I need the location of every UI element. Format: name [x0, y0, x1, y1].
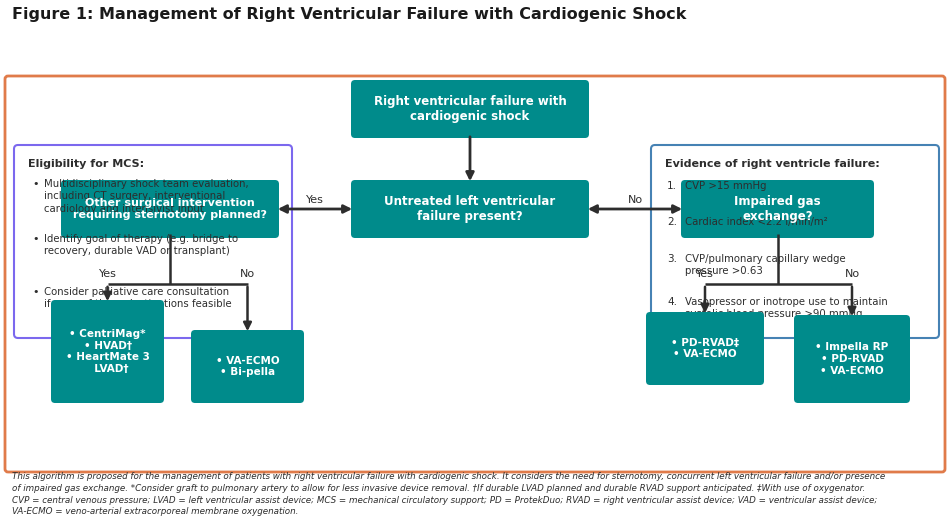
- Text: Consider palliative care consultation
if none of these destinations feasible: Consider palliative care consultation if…: [44, 287, 232, 309]
- Text: Yes: Yes: [306, 195, 324, 205]
- Text: •: •: [32, 287, 39, 297]
- Text: CVP/pulmonary capillary wedge
pressure >0.63: CVP/pulmonary capillary wedge pressure >…: [685, 254, 846, 276]
- Text: No: No: [240, 269, 255, 279]
- Text: No: No: [845, 269, 860, 279]
- Text: Multidisciplinary shock team evaluation,
including CT surgery, interventional
ca: Multidisciplinary shock team evaluation,…: [44, 179, 249, 214]
- Text: Right ventricular failure with
cardiogenic shock: Right ventricular failure with cardiogen…: [373, 95, 566, 123]
- FancyBboxPatch shape: [14, 145, 292, 338]
- Text: •: •: [32, 234, 39, 244]
- FancyBboxPatch shape: [651, 145, 939, 338]
- Text: Other surgical intervention
requiring sternotomy planned?: Other surgical intervention requiring st…: [73, 198, 267, 220]
- FancyBboxPatch shape: [681, 180, 874, 238]
- FancyBboxPatch shape: [61, 180, 279, 238]
- Text: Yes: Yes: [696, 269, 714, 279]
- Text: Impaired gas
exchange?: Impaired gas exchange?: [734, 195, 821, 223]
- Text: Eligibility for MCS:: Eligibility for MCS:: [28, 159, 144, 169]
- FancyBboxPatch shape: [646, 312, 764, 385]
- FancyBboxPatch shape: [191, 330, 304, 403]
- Text: Vasopressor or inotrope use to maintain
systolic blood pressure >90 mmHg: Vasopressor or inotrope use to maintain …: [685, 297, 887, 320]
- Text: • Impella RP
• PD-RVAD
• VA-ECMO: • Impella RP • PD-RVAD • VA-ECMO: [815, 342, 888, 376]
- Text: 1.: 1.: [667, 181, 677, 191]
- Text: • VA-ECMO
• Bi-pella: • VA-ECMO • Bi-pella: [216, 355, 279, 377]
- Text: 4.: 4.: [667, 297, 677, 307]
- Text: Cardiac index <2.2 l/min/m²: Cardiac index <2.2 l/min/m²: [685, 217, 827, 227]
- FancyBboxPatch shape: [51, 300, 164, 403]
- Text: • CentriMag*
• HVAD†
• HeartMate 3
  LVAD†: • CentriMag* • HVAD† • HeartMate 3 LVAD†: [66, 329, 149, 374]
- Text: •: •: [32, 179, 39, 189]
- Text: 2.: 2.: [667, 217, 677, 227]
- Text: Untreated left ventricular
failure present?: Untreated left ventricular failure prese…: [385, 195, 556, 223]
- Text: CVP >15 mmHg: CVP >15 mmHg: [685, 181, 767, 191]
- FancyBboxPatch shape: [5, 76, 945, 472]
- Text: This algorithm is proposed for the management of patients with right ventricular: This algorithm is proposed for the manag…: [12, 472, 885, 516]
- Text: Yes: Yes: [99, 269, 117, 279]
- Text: Evidence of right ventricle failure:: Evidence of right ventricle failure:: [665, 159, 880, 169]
- FancyBboxPatch shape: [794, 315, 910, 403]
- Text: Identify goal of therapy (e.g. bridge to
recovery, durable VAD or transplant): Identify goal of therapy (e.g. bridge to…: [44, 234, 238, 257]
- FancyBboxPatch shape: [351, 80, 589, 138]
- Text: Figure 1: Management of Right Ventricular Failure with Cardiogenic Shock: Figure 1: Management of Right Ventricula…: [12, 7, 686, 22]
- Text: No: No: [627, 195, 642, 205]
- Text: • PD-RVAD‡
• VA-ECMO: • PD-RVAD‡ • VA-ECMO: [671, 338, 739, 359]
- Text: 3.: 3.: [667, 254, 677, 264]
- FancyBboxPatch shape: [351, 180, 589, 238]
